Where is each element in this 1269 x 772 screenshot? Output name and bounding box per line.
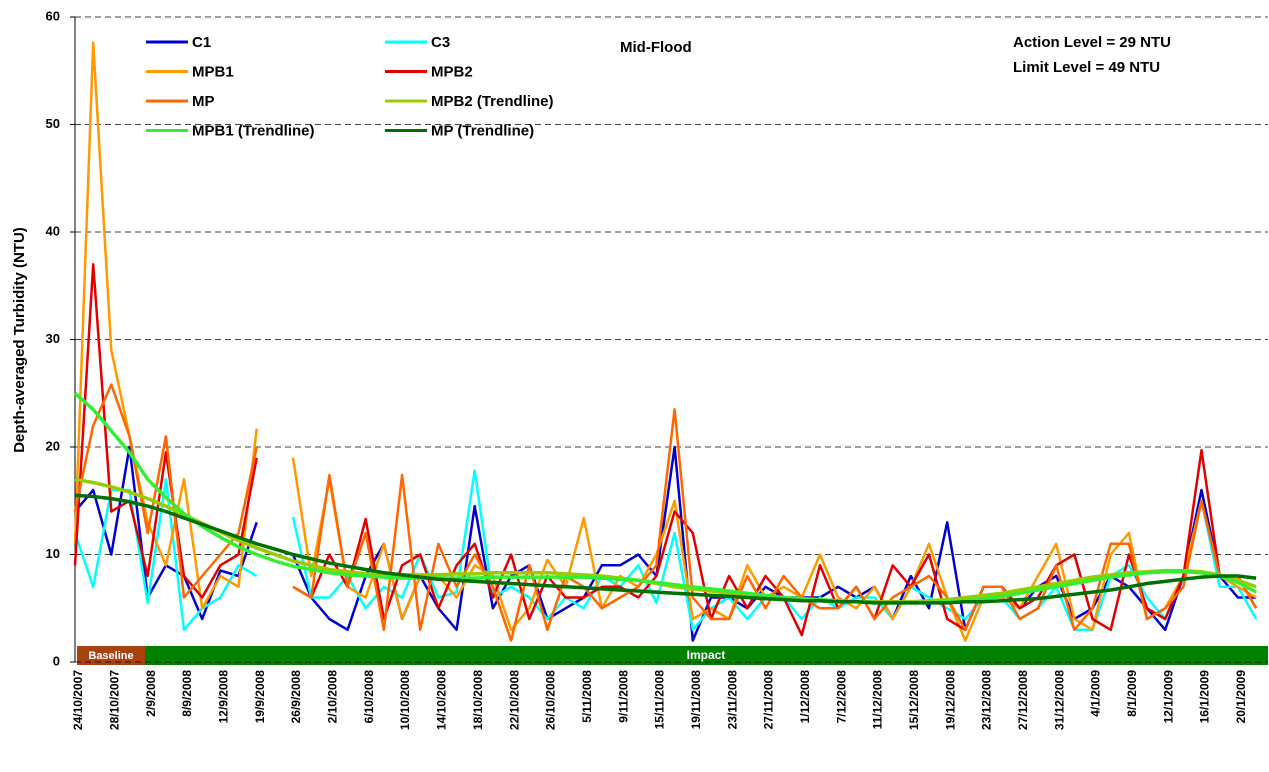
y-tick-label: 0 bbox=[53, 653, 60, 668]
series-line bbox=[74, 493, 1257, 605]
x-tick-label: 26/10/2008 bbox=[544, 670, 558, 730]
x-tick-label: 5/11/2008 bbox=[580, 670, 594, 723]
x-tick-label: 12/9/2008 bbox=[217, 670, 231, 724]
legend-label: MPB2 (Trendline) bbox=[431, 93, 554, 110]
legend-label: MPB1 (Trendline) bbox=[192, 122, 315, 139]
y-axis-title: Depth-averaged Turbidity (NTU) bbox=[11, 227, 28, 453]
x-tick-label: 6/10/2008 bbox=[362, 670, 376, 724]
annotation: Limit Level = 49 NTU bbox=[1013, 59, 1160, 76]
x-tick-label: 8/1/2009 bbox=[1125, 670, 1139, 717]
period-label: Baseline bbox=[88, 650, 133, 662]
x-tick-label: 20/1/2009 bbox=[1234, 670, 1248, 724]
legend-label: C1 bbox=[192, 34, 211, 51]
legend-label: C3 bbox=[431, 34, 450, 51]
x-tick-label: 19/9/2008 bbox=[253, 670, 267, 724]
legend-label: MP bbox=[192, 93, 215, 110]
x-tick-label: 28/10/2007 bbox=[108, 670, 122, 730]
x-tick-label: 11/12/2008 bbox=[871, 670, 885, 730]
y-tick-label: 60 bbox=[46, 8, 60, 23]
x-tick-label: 4/1/2009 bbox=[1089, 670, 1103, 717]
legend-label: MP (Trendline) bbox=[431, 122, 534, 139]
x-tick-label: 31/12/2008 bbox=[1052, 670, 1066, 730]
series-line bbox=[73, 391, 1257, 605]
y-tick-label: 10 bbox=[46, 546, 60, 561]
x-tick-label: 27/12/2008 bbox=[1016, 670, 1030, 730]
y-tick-label: 50 bbox=[46, 116, 60, 131]
x-tick-label: 15/11/2008 bbox=[653, 670, 667, 730]
x-tick-label: 19/12/2008 bbox=[943, 670, 957, 730]
x-tick-label: 22/10/2008 bbox=[507, 670, 521, 730]
x-tick-label: 23/12/2008 bbox=[980, 670, 994, 730]
x-tick-label: 18/10/2008 bbox=[471, 670, 485, 730]
x-tick-label: 19/11/2008 bbox=[689, 670, 703, 730]
y-tick-label: 30 bbox=[46, 331, 60, 346]
legend-label: MPB1 bbox=[192, 63, 234, 80]
x-tick-label: 26/9/2008 bbox=[289, 670, 303, 724]
x-tick-label: 2/9/2008 bbox=[144, 670, 158, 717]
x-tick-label: 27/11/2008 bbox=[762, 670, 776, 730]
y-tick-label: 40 bbox=[46, 223, 60, 238]
x-tick-label: 10/10/2008 bbox=[398, 670, 412, 730]
baseline-band bbox=[77, 646, 145, 665]
annotation: Mid-Flood bbox=[620, 39, 692, 56]
legend-label: MPB2 bbox=[431, 63, 473, 80]
x-tick-label: 9/11/2008 bbox=[616, 670, 630, 723]
x-tick-label: 2/10/2008 bbox=[326, 670, 340, 724]
period-label: Impact bbox=[687, 648, 726, 662]
y-tick-label: 20 bbox=[46, 438, 60, 453]
annotation: Action Level = 29 NTU bbox=[1013, 34, 1171, 51]
x-tick-label: 23/11/2008 bbox=[725, 670, 739, 730]
impact-band bbox=[145, 646, 1268, 665]
x-tick-label: 7/12/2008 bbox=[834, 670, 848, 724]
x-tick-label: 24/10/2007 bbox=[71, 670, 85, 730]
x-tick-label: 8/9/2008 bbox=[180, 670, 194, 717]
x-tick-label: 16/1/2009 bbox=[1198, 670, 1212, 724]
x-tick-label: 15/12/2008 bbox=[907, 670, 921, 730]
x-tick-label: 1/12/2008 bbox=[798, 670, 812, 724]
x-tick-label: 14/10/2008 bbox=[435, 670, 449, 730]
x-tick-label: 12/1/2009 bbox=[1161, 670, 1175, 724]
